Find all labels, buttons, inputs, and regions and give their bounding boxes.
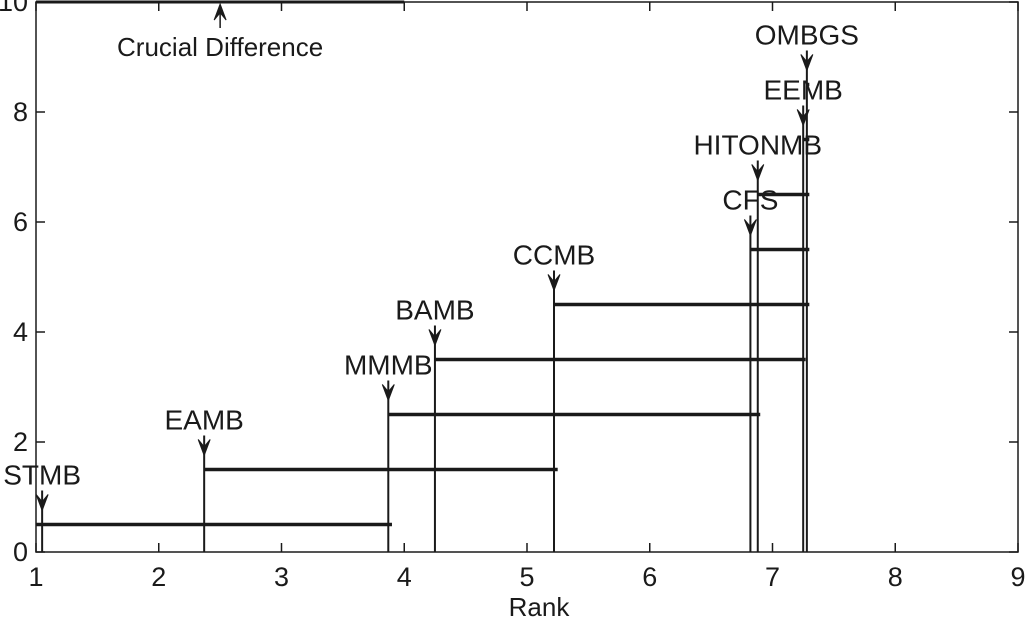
critical-difference-arrow-icon — [213, 2, 227, 21]
method-label: OMBGS — [755, 20, 859, 51]
x-tick-label: 7 — [765, 562, 780, 592]
x-tick-label: 9 — [1010, 562, 1025, 592]
down-arrow-icon — [743, 219, 757, 237]
method-eamb: EAMB — [164, 405, 558, 552]
y-tick-label: 4 — [13, 317, 28, 347]
x-tick-label: 4 — [397, 562, 412, 592]
method-ccmb: CCMB — [513, 240, 810, 552]
axis-ticks: 1 2 3 4 5 6 7 8 9 0 2 4 6 8 10 — [0, 0, 1026, 592]
y-tick-label: 0 — [13, 537, 28, 567]
x-tick-label: 2 — [151, 562, 166, 592]
method-eemb: EEMB — [764, 75, 843, 552]
method-label: HITONMB — [693, 130, 822, 161]
x-tick-label: 8 — [888, 562, 903, 592]
method-stmb: STMB — [3, 460, 392, 552]
plot-area: Crucial Difference STMB EAMB MMMB BAMB CCMB CF… — [3, 0, 859, 552]
y-tick-label: 8 — [13, 97, 28, 127]
down-arrow-icon — [547, 274, 561, 292]
method-label: MMMB — [344, 350, 433, 381]
y-tick-label: 6 — [13, 207, 28, 237]
method-label: BAMB — [395, 295, 474, 326]
method-label: CCMB — [513, 240, 595, 271]
method-cfs: CFS — [722, 185, 810, 552]
down-arrow-icon — [751, 164, 765, 182]
x-tick-label: 6 — [642, 562, 657, 592]
method-hitonmb: HITONMB — [693, 130, 822, 552]
down-arrow-icon — [381, 384, 395, 402]
method-mmmb: MMMB — [344, 350, 761, 552]
down-arrow-icon — [35, 494, 49, 512]
x-tick-label: 1 — [28, 562, 43, 592]
critical-difference-label: Crucial Difference — [117, 32, 323, 62]
method-ombgs: OMBGS — [755, 20, 859, 552]
y-tick-label: 10 — [0, 0, 28, 17]
method-label: STMB — [3, 460, 81, 491]
x-tick-label: 3 — [274, 562, 289, 592]
method-label: EEMB — [764, 75, 843, 106]
down-arrow-icon — [428, 329, 442, 347]
method-bamb: BAMB — [395, 295, 806, 552]
x-tick-label: 5 — [519, 562, 534, 592]
method-label: EAMB — [164, 405, 243, 436]
down-arrow-icon — [800, 54, 814, 72]
x-axis-label: Rank — [509, 592, 571, 620]
y-tick-label: 2 — [13, 427, 28, 457]
down-arrow-icon — [197, 439, 211, 457]
method-label: CFS — [722, 185, 778, 216]
